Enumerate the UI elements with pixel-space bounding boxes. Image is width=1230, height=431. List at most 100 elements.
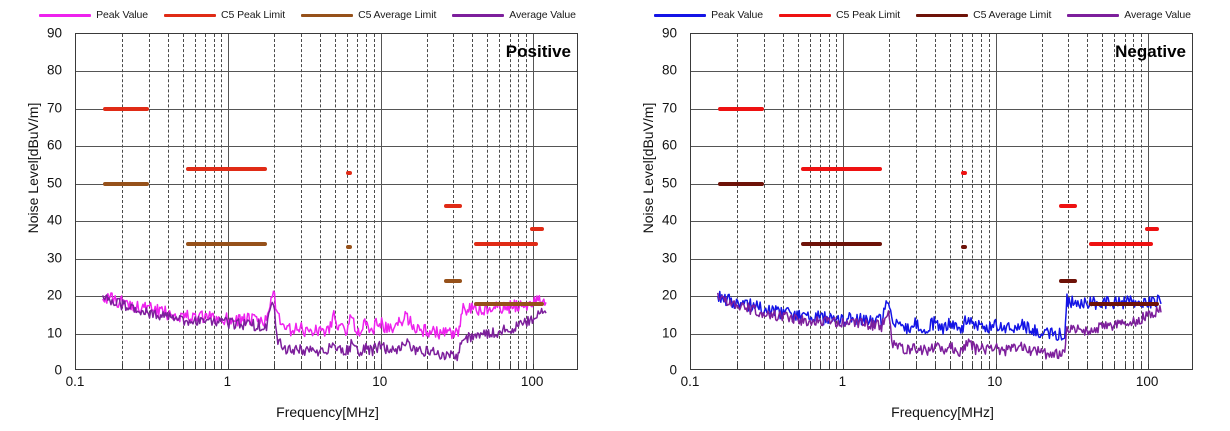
x-axis-tick-mark bbox=[472, 364, 474, 369]
gridline-minor bbox=[518, 34, 520, 369]
limit-segment-c5-peak-limit bbox=[474, 241, 539, 246]
x-axis-tick-mark bbox=[365, 364, 367, 369]
gridline-minor bbox=[194, 34, 196, 369]
limit-segment-c5-peak-limit bbox=[186, 166, 268, 171]
chart-panel-negative: Peak Value C5 Peak Limit C5 Average Limit A… bbox=[615, 0, 1230, 431]
x-axis-tick-mark bbox=[346, 364, 348, 369]
y-axis-tick-label: 80 bbox=[661, 62, 677, 78]
trace-layer bbox=[102, 290, 547, 362]
gridline-horizontal bbox=[691, 183, 1192, 185]
legend-label: C5 Average Limit bbox=[358, 9, 437, 21]
x-axis-tick-label: 10 bbox=[987, 374, 1003, 389]
plot-title: Positive bbox=[505, 42, 571, 61]
y-axis-tick-label: 60 bbox=[46, 137, 62, 153]
gridline-minor bbox=[213, 34, 215, 369]
gridline-minor bbox=[782, 34, 784, 369]
y-axis-tick-label: 90 bbox=[46, 25, 62, 41]
legend-average-value: Average Value bbox=[452, 9, 576, 21]
x-axis-tick-label: 100 bbox=[520, 374, 544, 389]
x-axis-tick-mark bbox=[509, 364, 511, 369]
plot-title: Negative bbox=[1115, 42, 1186, 61]
gridline-horizontal bbox=[76, 221, 577, 223]
gridline-decade bbox=[228, 34, 230, 369]
y-axis-tick-label: 0 bbox=[669, 362, 677, 378]
plot-area bbox=[690, 33, 1193, 370]
gridline-minor bbox=[499, 34, 501, 369]
x-axis-tick-mark bbox=[274, 364, 276, 369]
x-axis-tick-mark bbox=[972, 364, 974, 369]
gridline-minor bbox=[988, 34, 990, 369]
gridline-horizontal bbox=[691, 146, 1192, 148]
gridline-minor bbox=[1102, 34, 1104, 369]
limit-segment-c5-average-limit bbox=[1058, 279, 1077, 284]
legend-label: C5 Average Limit bbox=[973, 9, 1052, 21]
x-axis-tick-mark bbox=[357, 364, 359, 369]
gridline-minor bbox=[509, 34, 511, 369]
x-axis-tick-mark bbox=[221, 364, 223, 369]
gridline-minor bbox=[961, 34, 963, 369]
x-axis-tick-mark bbox=[1114, 364, 1116, 369]
y-axis-tick-label: 40 bbox=[661, 212, 677, 228]
x-axis-tick-mark bbox=[194, 364, 196, 369]
x-axis-tick-mark bbox=[819, 364, 821, 369]
legend-color-swatch bbox=[916, 13, 969, 17]
x-axis-tick-mark bbox=[935, 364, 937, 369]
gridline-minor bbox=[1133, 34, 1135, 369]
gridline-minor bbox=[365, 34, 367, 369]
legend-color-swatch bbox=[779, 13, 832, 17]
legend-label: Peak Value bbox=[711, 9, 764, 21]
chart-legend: Peak Value C5 Peak Limit C5 Average Limit A… bbox=[0, 4, 615, 26]
gridline-minor bbox=[472, 34, 474, 369]
x-axis-tick-mark bbox=[1148, 364, 1150, 369]
x-axis-tick-mark bbox=[1087, 364, 1089, 369]
gridline-decade bbox=[1148, 34, 1150, 369]
trace-peak-value bbox=[102, 290, 547, 340]
gridline-minor bbox=[357, 34, 359, 369]
gridline-minor bbox=[221, 34, 223, 369]
legend-c5-average-limit: C5 Average Limit bbox=[916, 9, 1051, 21]
gridline-decade bbox=[380, 34, 382, 369]
gridline-minor bbox=[204, 34, 206, 369]
limit-segment-c5-average-limit bbox=[102, 181, 149, 186]
limit-segment-c5-average-limit bbox=[474, 301, 545, 306]
x-axis-tick-mark bbox=[995, 364, 997, 369]
x-axis-title: Frequency[MHz] bbox=[276, 404, 379, 420]
x-axis-tick-label: 0.1 bbox=[680, 374, 700, 389]
x-axis-tick-mark bbox=[809, 364, 811, 369]
x-axis-tick-mark bbox=[373, 364, 375, 369]
x-axis-tick-mark bbox=[763, 364, 765, 369]
y-axis-tick-label: 80 bbox=[46, 62, 62, 78]
x-axis-tick-mark bbox=[167, 364, 169, 369]
x-axis-tick-mark bbox=[334, 364, 336, 369]
limit-segment-c5-average-limit bbox=[443, 279, 462, 284]
gridline-minor bbox=[274, 34, 276, 369]
x-axis-tick-mark bbox=[1102, 364, 1104, 369]
gridline-horizontal bbox=[76, 146, 577, 148]
y-axis-tick-label: 10 bbox=[46, 325, 62, 341]
x-axis-tick-mark bbox=[782, 364, 784, 369]
legend-color-swatch bbox=[1067, 13, 1120, 17]
x-axis-tick-mark bbox=[916, 364, 918, 369]
y-axis-tick-label: 70 bbox=[661, 100, 677, 116]
y-axis-tick-label: 60 bbox=[661, 137, 677, 153]
gridline-minor bbox=[1068, 34, 1070, 369]
gridline-minor bbox=[373, 34, 375, 369]
x-axis-tick-mark bbox=[836, 364, 838, 369]
gridline-minor bbox=[526, 34, 528, 369]
x-axis-title: Frequency[MHz] bbox=[891, 404, 994, 420]
x-axis-tick-mark bbox=[889, 364, 891, 369]
limit-segment-c5-average-limit bbox=[186, 241, 268, 246]
x-axis-tick-mark bbox=[426, 364, 428, 369]
gridline-minor bbox=[763, 34, 765, 369]
gridline-horizontal bbox=[76, 183, 577, 185]
gridline-horizontal bbox=[691, 333, 1192, 335]
chart-panel-positive: Peak Value C5 Peak Limit C5 Average Limit A… bbox=[0, 4, 615, 420]
legend-color-swatch bbox=[301, 13, 354, 17]
gridline-horizontal bbox=[691, 108, 1192, 110]
gridline-horizontal bbox=[76, 108, 577, 110]
gridline-decade bbox=[843, 34, 845, 369]
x-axis-tick-mark bbox=[499, 364, 501, 369]
legend-c5-peak-limit: C5 Peak Limit bbox=[164, 9, 285, 21]
gridline-minor bbox=[301, 34, 303, 369]
